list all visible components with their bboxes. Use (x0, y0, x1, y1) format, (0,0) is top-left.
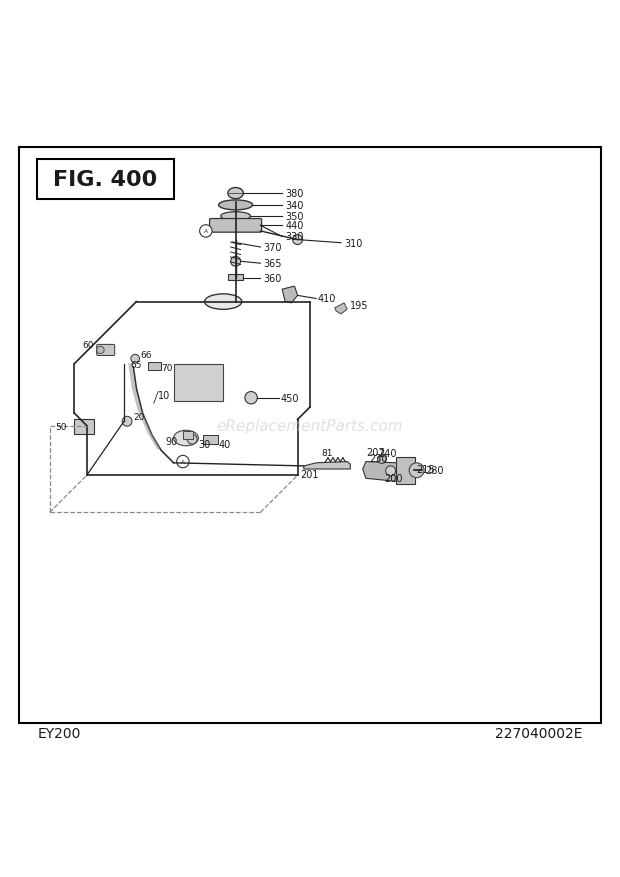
Text: 450: 450 (280, 393, 299, 403)
Text: 310: 310 (344, 239, 363, 248)
FancyBboxPatch shape (74, 420, 94, 435)
Polygon shape (335, 303, 347, 315)
Text: 70: 70 (161, 363, 173, 373)
Circle shape (409, 463, 424, 478)
Text: eReplacementParts.com: eReplacementParts.com (216, 418, 404, 433)
Text: 81: 81 (321, 449, 333, 458)
Text: 360: 360 (264, 274, 282, 284)
Circle shape (122, 417, 132, 427)
FancyBboxPatch shape (37, 160, 174, 200)
Text: 330: 330 (285, 232, 304, 242)
Text: 410: 410 (318, 294, 337, 304)
Text: A: A (181, 460, 185, 465)
Text: 240: 240 (378, 448, 397, 459)
Text: 66: 66 (140, 351, 152, 360)
FancyBboxPatch shape (396, 457, 415, 484)
Ellipse shape (174, 431, 198, 446)
Text: 227040002E: 227040002E (495, 725, 583, 739)
Circle shape (378, 455, 386, 464)
Text: 20: 20 (133, 412, 144, 421)
Text: 207: 207 (366, 447, 384, 457)
FancyBboxPatch shape (19, 147, 601, 724)
Circle shape (177, 456, 189, 468)
Text: FIG. 400: FIG. 400 (53, 169, 157, 189)
Text: 365: 365 (264, 259, 282, 269)
FancyBboxPatch shape (210, 219, 262, 233)
FancyBboxPatch shape (183, 431, 193, 439)
Text: 40: 40 (218, 439, 231, 450)
Ellipse shape (228, 189, 243, 199)
Text: 201: 201 (301, 469, 319, 480)
Circle shape (131, 355, 140, 364)
Polygon shape (363, 462, 400, 481)
Circle shape (200, 225, 212, 238)
Text: 65: 65 (130, 361, 142, 370)
FancyBboxPatch shape (97, 345, 115, 356)
Circle shape (231, 257, 241, 267)
Text: 50: 50 (55, 423, 67, 431)
Text: 380: 380 (285, 189, 304, 199)
FancyBboxPatch shape (203, 435, 218, 444)
Text: 350: 350 (285, 212, 304, 222)
Text: 60: 60 (82, 341, 94, 350)
Text: 30: 30 (198, 439, 211, 450)
FancyBboxPatch shape (174, 364, 223, 402)
Text: 440: 440 (285, 221, 304, 231)
Text: 370: 370 (264, 243, 282, 253)
Text: 200: 200 (384, 474, 403, 484)
FancyBboxPatch shape (148, 362, 161, 371)
Circle shape (97, 346, 104, 354)
Circle shape (187, 435, 197, 445)
Ellipse shape (205, 295, 242, 310)
Text: EY200: EY200 (37, 725, 81, 739)
Text: 195: 195 (350, 300, 369, 310)
Circle shape (386, 467, 396, 476)
Text: 230: 230 (369, 453, 388, 463)
FancyBboxPatch shape (228, 275, 243, 281)
Ellipse shape (218, 201, 253, 210)
Circle shape (245, 392, 257, 404)
Circle shape (293, 235, 303, 246)
Ellipse shape (221, 212, 250, 221)
Text: 10: 10 (158, 390, 170, 400)
Text: 215: 215 (417, 465, 435, 474)
Text: 90: 90 (165, 437, 177, 446)
Polygon shape (282, 287, 298, 303)
Text: 340: 340 (285, 201, 304, 210)
Text: 280: 280 (425, 466, 444, 475)
Text: A: A (204, 229, 208, 234)
Polygon shape (304, 462, 350, 469)
